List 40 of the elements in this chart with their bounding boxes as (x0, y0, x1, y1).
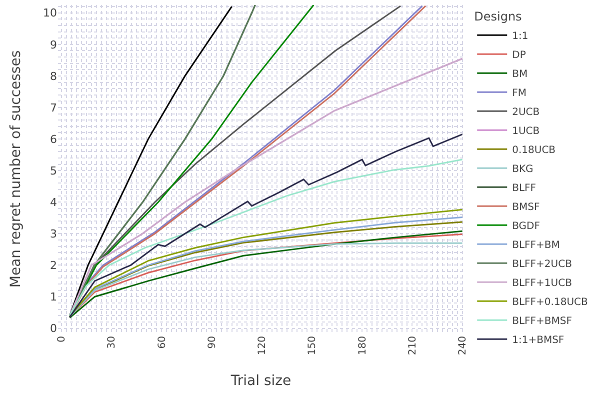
legend-label: BMSF (512, 202, 540, 213)
legend-label: 1:1+BMSF (512, 335, 564, 346)
y-tick-label: 2 (50, 259, 57, 272)
x-tick-label: 90 (206, 336, 218, 349)
x-tick-label: 120 (257, 336, 268, 356)
x-tick-label: 0 (56, 336, 68, 342)
y-tick-label: 7 (50, 101, 57, 114)
legend-label: BKG (512, 164, 534, 175)
y-tick-label: 3 (50, 228, 57, 240)
y-tick-label: 1 (50, 290, 57, 304)
legend-title: Designs (474, 10, 522, 24)
legend-label: BGDF (512, 221, 540, 232)
x-tick-label: 180 (357, 336, 368, 356)
y-tick-label: 5 (50, 164, 57, 178)
x-tick-label: 30 (106, 336, 118, 349)
legend-label: BLFF+BMSF (512, 316, 572, 327)
legend-label: BM (512, 69, 528, 80)
legend-label: BLFF (512, 183, 536, 194)
y-tick-label: 10 (43, 6, 57, 20)
legend-label: DP (512, 50, 526, 61)
legend-label: 1UCB (512, 126, 540, 137)
y-tick-label: 4 (50, 196, 57, 209)
x-tick-label: 240 (458, 336, 469, 356)
x-tick-label: 210 (407, 336, 418, 356)
legend-label: FM (512, 88, 527, 99)
legend-label: 0.18UCB (512, 145, 556, 156)
y-tick-label: 9 (50, 38, 57, 52)
legend-label: BLFF+1UCB (512, 278, 572, 289)
legend-label: BLFF+2UCB (512, 259, 572, 270)
y-tick-label: 0 (50, 322, 57, 336)
legend-label: 2UCB (512, 107, 540, 118)
legend-label: BLFF+0.18UCB (512, 297, 588, 308)
legend-label: 1:1 (512, 31, 528, 42)
y-axis-title: Mean regret number of successes (8, 50, 24, 288)
x-tick-label: 150 (307, 336, 318, 356)
x-tick-label: 60 (156, 336, 168, 349)
y-tick-label: 8 (50, 70, 57, 83)
y-tick-label: 6 (50, 132, 57, 146)
legend-label: BLFF+BM (512, 240, 560, 251)
x-axis-title: Trial size (230, 373, 292, 389)
